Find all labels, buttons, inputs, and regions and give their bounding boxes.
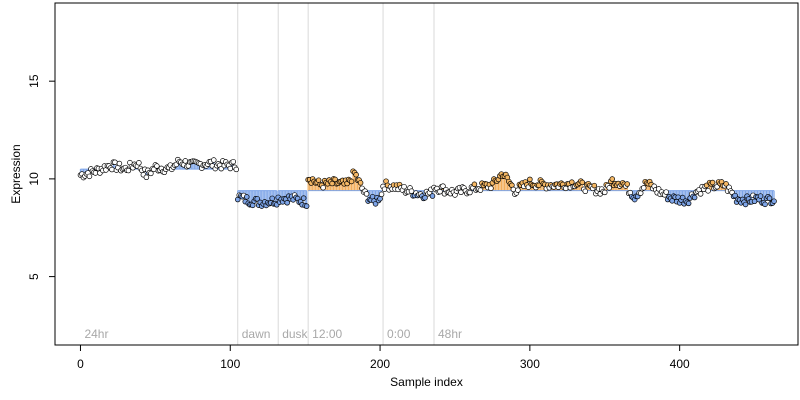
group-label: dusk bbox=[282, 327, 308, 341]
data-point bbox=[401, 183, 407, 190]
data-point bbox=[116, 160, 123, 167]
data-point bbox=[602, 189, 608, 196]
data-point bbox=[723, 181, 729, 187]
data-point bbox=[284, 200, 290, 206]
group-baselines bbox=[80, 168, 775, 192]
group-labels: 24hr dawn dusk 12:00 0:00 48hr bbox=[84, 327, 462, 341]
data-point bbox=[440, 183, 446, 189]
data-point bbox=[353, 172, 359, 178]
data-point bbox=[348, 178, 355, 185]
data-point bbox=[742, 201, 749, 208]
data-point bbox=[705, 188, 711, 194]
data-point bbox=[357, 180, 364, 186]
data-point bbox=[709, 179, 716, 186]
data-point bbox=[269, 195, 275, 202]
y-tick-label: 10 bbox=[27, 172, 41, 186]
data-point bbox=[766, 195, 773, 201]
data-point bbox=[243, 194, 250, 200]
data-point bbox=[422, 195, 428, 201]
data-point bbox=[227, 165, 234, 172]
data-point bbox=[515, 187, 521, 193]
data-point bbox=[527, 176, 533, 183]
data-point bbox=[609, 176, 615, 182]
data-point bbox=[591, 182, 598, 189]
data-point bbox=[771, 198, 777, 204]
data-point bbox=[467, 189, 473, 196]
data-point bbox=[182, 158, 189, 164]
group-label: 12:00 bbox=[312, 327, 342, 341]
x-tick-label: 300 bbox=[520, 357, 540, 371]
data-point bbox=[112, 159, 118, 165]
data-point bbox=[579, 179, 586, 186]
data-point bbox=[143, 174, 150, 181]
data-point bbox=[640, 185, 647, 191]
data-point bbox=[606, 185, 613, 191]
x-tick-label: 400 bbox=[670, 357, 690, 371]
y-tick-label: 15 bbox=[27, 74, 41, 88]
group-label: 0:00 bbox=[387, 327, 411, 341]
data-point bbox=[471, 181, 478, 188]
data-point bbox=[624, 181, 630, 187]
data-point bbox=[378, 191, 385, 198]
data-point bbox=[408, 188, 415, 194]
data-point bbox=[691, 194, 698, 201]
data-point bbox=[762, 201, 768, 208]
data-point bbox=[488, 185, 494, 192]
data-point bbox=[154, 163, 160, 169]
data-point bbox=[732, 192, 738, 199]
data-point bbox=[233, 166, 240, 173]
data-point bbox=[563, 185, 569, 192]
data-point bbox=[477, 187, 484, 193]
data-point bbox=[230, 158, 237, 165]
data-point bbox=[685, 200, 692, 207]
data-point bbox=[679, 194, 686, 201]
y-tick-label: 5 bbox=[27, 273, 41, 280]
y-axis: 5 10 15 bbox=[27, 74, 56, 280]
data-point bbox=[303, 203, 310, 209]
data-point bbox=[663, 189, 669, 195]
data-point bbox=[637, 190, 644, 196]
x-tick-label: 0 bbox=[77, 357, 84, 371]
data-point bbox=[136, 160, 142, 166]
x-axis-label: Sample index bbox=[390, 375, 463, 389]
y-axis-label: Expression bbox=[9, 144, 23, 203]
data-point bbox=[582, 188, 589, 195]
data-point bbox=[300, 195, 307, 201]
data-point bbox=[86, 173, 93, 180]
data-point bbox=[363, 191, 370, 197]
data-point bbox=[329, 180, 335, 187]
group-label: 48hr bbox=[438, 327, 462, 341]
data-points bbox=[77, 156, 777, 209]
x-axis: 0 100 200 300 400 bbox=[77, 344, 690, 371]
x-tick-label: 200 bbox=[370, 357, 390, 371]
data-point bbox=[320, 184, 326, 191]
data-point bbox=[437, 188, 443, 195]
data-point bbox=[211, 157, 217, 163]
group-label: 24hr bbox=[84, 327, 108, 341]
data-point bbox=[254, 196, 260, 202]
data-point bbox=[109, 166, 115, 173]
data-point bbox=[697, 191, 704, 197]
data-point bbox=[757, 193, 764, 199]
group-label: dawn bbox=[242, 327, 271, 341]
data-point bbox=[429, 193, 436, 199]
group-dividers bbox=[237, 3, 435, 345]
data-point bbox=[125, 167, 132, 174]
x-tick-label: 100 bbox=[220, 357, 240, 371]
data-point bbox=[377, 195, 383, 202]
data-point bbox=[92, 170, 99, 176]
data-point bbox=[458, 189, 464, 196]
